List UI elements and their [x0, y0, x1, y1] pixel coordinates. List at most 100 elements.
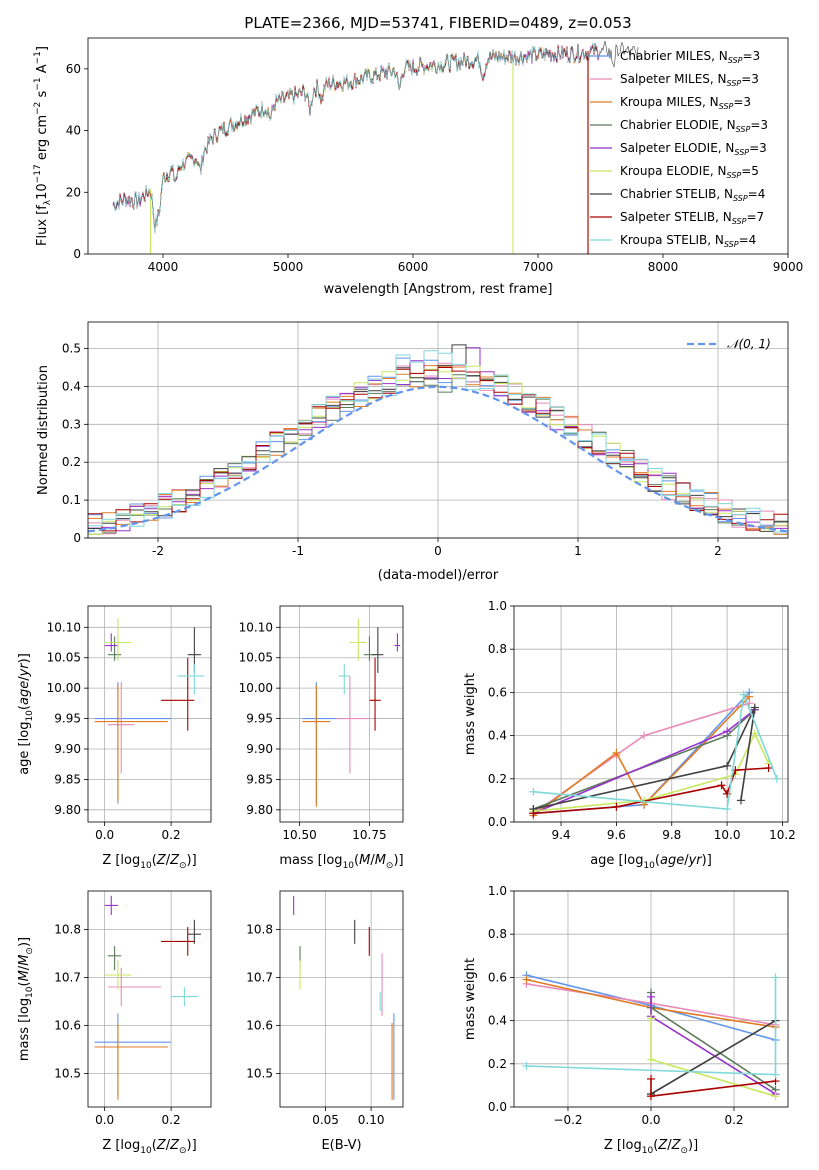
age-vs-Z-frame [87, 605, 212, 823]
x-axis-label-part: / [166, 853, 171, 868]
legend-label: Chabrier STELIB, NSSP=4 [620, 187, 765, 203]
mass-vs-Z-frame [87, 890, 212, 1108]
spectrum-lines [112, 40, 639, 254]
normal-curve [88, 385, 788, 533]
y-axis-label: mass weight [463, 958, 478, 1040]
y-tick-label: 9.95 [246, 712, 273, 726]
x-tick-label: 8000 [648, 260, 679, 274]
series-line [112, 43, 601, 231]
y-tick-label: 0 [73, 247, 81, 261]
x-axis-label-part: 10 [642, 1146, 654, 1156]
x-tick-label: 0.10 [358, 1113, 385, 1127]
legend-label: Salpeter STELIB, NSSP=7 [620, 210, 764, 226]
x-tick-label: 0.05 [312, 1113, 339, 1127]
legend-nssp: =7 [746, 210, 764, 224]
y-tick-label: 9.90 [246, 742, 273, 756]
legend-series-name: Salpeter MILES, N [620, 72, 727, 86]
y-axis-label-part: / [17, 965, 32, 970]
y-tick-label: 10.6 [246, 1018, 273, 1032]
x-axis-label-part: 10 [343, 861, 355, 871]
x-axis-label-part: Z [169, 1138, 180, 1153]
y-axis-label-part: 10 [25, 986, 35, 998]
legend-nssp: =3 [742, 49, 760, 63]
x-tick-label: -2 [152, 544, 164, 558]
x-tick-label: 9.6 [607, 828, 626, 842]
y-axis-label-part: 10 [35, 183, 50, 200]
y-axis-label: Flux [fλ10−17 erg cm−2 s−1 A−1] [33, 46, 53, 246]
x-axis-label-part: / [370, 853, 375, 868]
y-axis-label-part: M [17, 955, 32, 966]
series-line [112, 44, 601, 231]
y-axis-label: mass weight [463, 673, 478, 755]
legend-series-name: Salpeter STELIB, N [620, 210, 732, 224]
series-line [112, 42, 601, 232]
y-tick-label: 10.05 [239, 651, 273, 665]
x-axis-label-part: ( [653, 1138, 658, 1153]
y-axis-label-part: −1 [33, 51, 43, 64]
legend-series-name: Salpeter ELODIE, N [620, 141, 734, 155]
y-axis-label-part: age [17, 681, 32, 705]
x-axis-label-part: Z [657, 1138, 668, 1153]
x-axis-label-part: Z [169, 853, 180, 868]
x-tick-label: 0.0 [95, 828, 114, 842]
weight-vs-Z-frame [513, 890, 789, 1108]
x-axis-label: Z [log10(Z/Z⊙)] [102, 1138, 196, 1156]
y-tick-label: 0.2 [488, 1057, 507, 1071]
y-axis-label-part: ( [17, 981, 32, 986]
legend-subscript: SSP [727, 79, 742, 88]
x-axis-label-part: / [667, 1138, 672, 1153]
legend-label: Salpeter ELODIE, NSSP=3 [620, 141, 767, 157]
legend-subscript: SSP [727, 171, 742, 180]
y-axis-label-part: 10 [25, 710, 35, 722]
x-tick-label: 10.50 [282, 828, 316, 842]
x-tick-label: 2 [714, 544, 722, 558]
x-tick-label: 7000 [523, 260, 554, 274]
legend-series-name: Kroupa ELODIE, N [620, 164, 727, 178]
y-tick-label: 0 [73, 531, 81, 545]
x-axis-label-part: M [359, 853, 370, 868]
y-tick-label: 9.90 [54, 742, 81, 756]
weight-line [533, 707, 756, 810]
spectrum-frame [87, 37, 789, 255]
x-tick-label: 10.2 [769, 828, 796, 842]
y-tick-label: 10.00 [239, 681, 273, 695]
x-axis-label-part: Z [671, 1138, 682, 1153]
weight-vs-Z-axes: −0.2 0.0 0.20.00.20.40.60.81.0Z [log10(Z/Z… [463, 884, 788, 1156]
x-axis-label-part: mass [log [279, 853, 342, 868]
x-axis-label-part: ⊙ [179, 861, 187, 871]
legend-series-name: Chabrier MILES, N [620, 49, 728, 63]
y-tick-label: 9.80 [54, 803, 81, 817]
x-axis-label-part: ( [354, 853, 359, 868]
y-axis-label-part: −2 [33, 102, 43, 115]
x-axis-label-part: )] [187, 853, 197, 868]
x-axis-label-part: ⊙ [179, 1146, 187, 1156]
y-tick-label: 10.8 [54, 922, 81, 936]
y-axis-label-part: M [17, 970, 32, 981]
legend-series-name: Chabrier ELODIE, N [620, 118, 736, 132]
x-axis-label-part: ⊙ [386, 861, 394, 871]
y-axis-label-part: yr [17, 662, 32, 678]
mass-vs-Z-axes: 0.0 0.210.510.610.710.8Z [log10(Z/Z⊙)]mas… [17, 891, 211, 1156]
weight-line [532, 696, 750, 817]
y-tick-label: 0.4 [488, 729, 507, 743]
x-axis-label-part: ( [152, 853, 157, 868]
legend-nssp: =3 [741, 72, 759, 86]
x-axis-label: wavelength [Angstrom, rest frame] [324, 282, 553, 297]
x-tick-label: 9.4 [552, 828, 571, 842]
legend-nssp: =4 [739, 233, 757, 247]
x-axis-label-part: )] [702, 853, 712, 868]
age-vs-Z-axes: 0.0 0.2 9.80 9.85 9.90 9.95 10.00 10.05 10.10 Z [… [17, 606, 211, 871]
y-axis-label-part: )] [17, 653, 32, 663]
legend-series-name: Kroupa STELIB, N [620, 233, 724, 247]
y-tick-label: 0.3 [62, 417, 81, 431]
y-tick-label: 0.2 [488, 772, 507, 786]
y-axis-label-part: )] [17, 937, 32, 947]
mass-vs-ebv-frame [279, 890, 404, 1108]
y-axis-label-part: λ [43, 199, 53, 205]
errorbars [94, 618, 205, 804]
x-axis-label-part: yr [688, 853, 704, 868]
legend-series-name: Kroupa MILES, N [620, 95, 719, 109]
x-axis-label-part: 10 [140, 1146, 152, 1156]
